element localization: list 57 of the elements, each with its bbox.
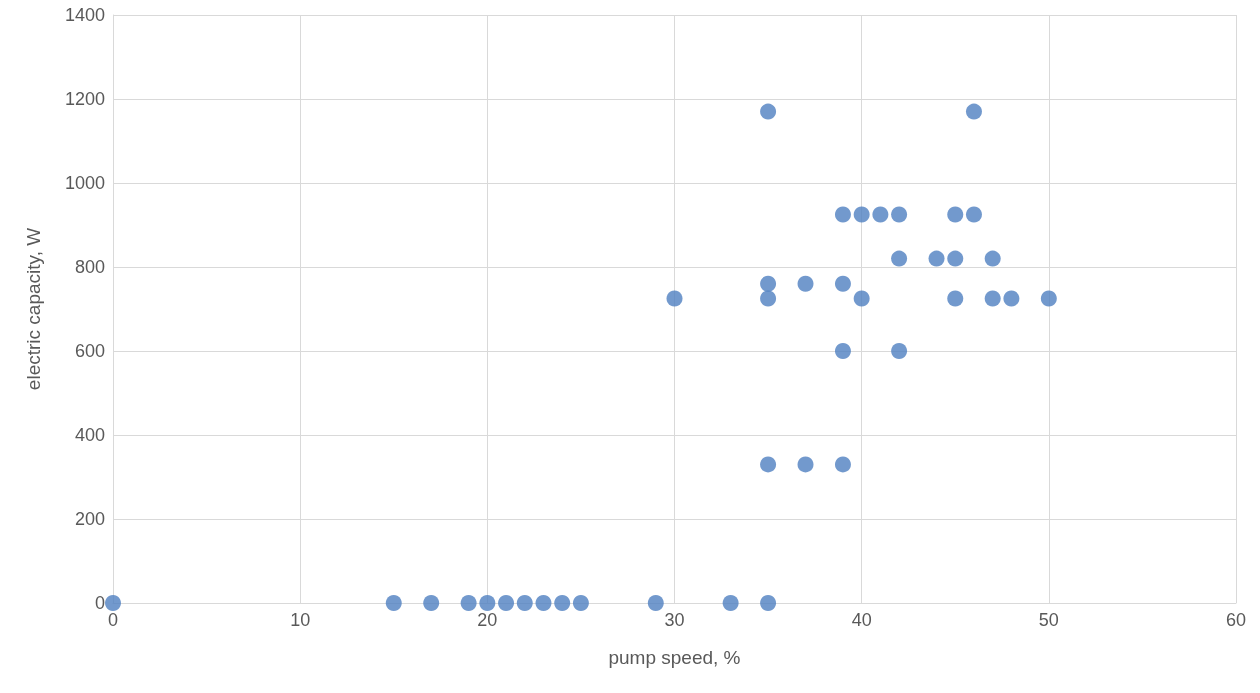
point bbox=[554, 595, 571, 611]
x-tick-label: 50 bbox=[1038, 610, 1059, 630]
point bbox=[760, 290, 777, 307]
point bbox=[722, 595, 739, 611]
point bbox=[385, 595, 402, 611]
y-tick-label: 1000 bbox=[64, 173, 105, 193]
point bbox=[760, 275, 777, 292]
point bbox=[760, 456, 777, 473]
point bbox=[947, 250, 964, 267]
y-tick-label: 600 bbox=[74, 341, 105, 361]
x-tick-label: 30 bbox=[664, 610, 685, 630]
point bbox=[965, 103, 982, 120]
point bbox=[423, 595, 440, 611]
y-tick-label: 1400 bbox=[64, 5, 105, 25]
x-axis-title: pump speed, % bbox=[608, 647, 741, 668]
y-tick-label: 0 bbox=[94, 593, 105, 613]
y-tick-label: 400 bbox=[74, 425, 105, 445]
point bbox=[984, 250, 1001, 267]
point bbox=[853, 206, 870, 223]
point bbox=[947, 206, 964, 223]
x-tick-label: 20 bbox=[477, 610, 498, 630]
point bbox=[834, 456, 851, 473]
x-tick-label: 0 bbox=[107, 610, 119, 630]
point bbox=[666, 290, 683, 307]
point bbox=[498, 595, 515, 611]
point bbox=[760, 595, 777, 611]
point bbox=[572, 595, 589, 611]
point bbox=[834, 206, 851, 223]
y-axis-title: electric capacity, W bbox=[23, 227, 44, 391]
point bbox=[872, 206, 889, 223]
point bbox=[834, 343, 851, 359]
point bbox=[891, 250, 908, 267]
point bbox=[1003, 290, 1020, 307]
point bbox=[891, 206, 908, 223]
x-tick-label: 10 bbox=[290, 610, 311, 630]
point bbox=[947, 290, 964, 307]
point bbox=[891, 343, 908, 359]
point bbox=[797, 275, 814, 292]
point bbox=[516, 595, 533, 611]
point bbox=[797, 456, 814, 473]
point bbox=[853, 290, 870, 307]
point bbox=[105, 595, 121, 611]
point bbox=[984, 290, 1001, 307]
y-tick-label: 200 bbox=[74, 509, 105, 529]
y-tick-label: 1200 bbox=[64, 89, 105, 109]
x-tick-label: 60 bbox=[1225, 610, 1247, 630]
point bbox=[647, 595, 664, 611]
point bbox=[760, 103, 777, 120]
point bbox=[535, 595, 552, 611]
point bbox=[1040, 290, 1057, 307]
point bbox=[479, 595, 496, 611]
point bbox=[460, 595, 477, 611]
point bbox=[928, 250, 945, 267]
x-tick-label: 40 bbox=[851, 610, 872, 630]
point bbox=[834, 275, 851, 292]
point bbox=[965, 206, 982, 223]
y-tick-label: 800 bbox=[74, 257, 105, 277]
